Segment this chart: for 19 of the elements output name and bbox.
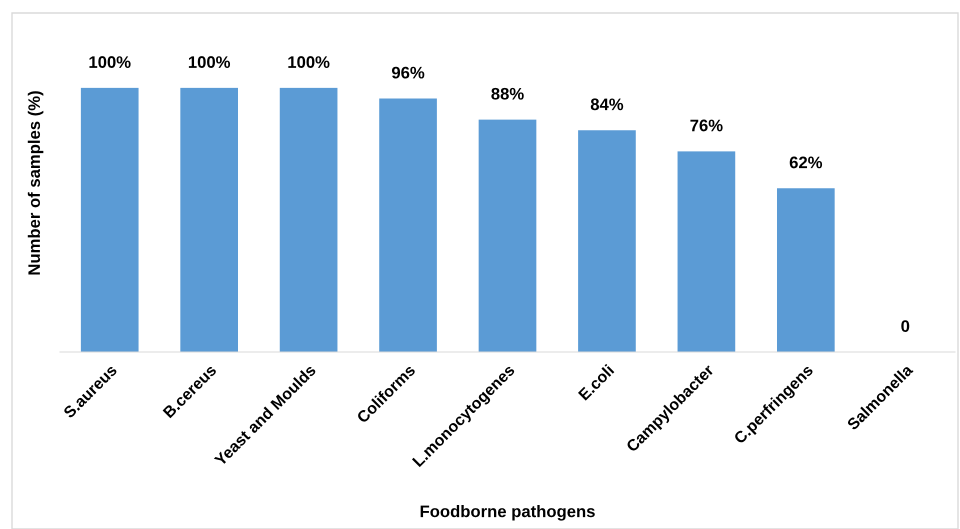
data-label: 76% xyxy=(690,120,723,132)
bar xyxy=(379,98,437,352)
y-axis-title: Number of samples (%) xyxy=(28,91,44,274)
data-label: 62% xyxy=(790,156,822,168)
bar xyxy=(80,88,139,352)
bar xyxy=(678,151,736,352)
data-label: 100% xyxy=(288,56,330,68)
data-label: 96% xyxy=(392,66,424,79)
bar xyxy=(478,120,536,352)
bar xyxy=(578,130,636,352)
data-label: 0 xyxy=(901,320,910,332)
bar xyxy=(280,88,338,352)
data-label: 100% xyxy=(188,56,230,68)
bar xyxy=(776,188,835,352)
data-label: 84% xyxy=(590,98,624,110)
bar xyxy=(180,88,238,352)
data-label: 88% xyxy=(491,88,524,100)
x-axis-title: Foodborne pathogens xyxy=(420,505,595,521)
data-label: 100% xyxy=(89,56,131,68)
